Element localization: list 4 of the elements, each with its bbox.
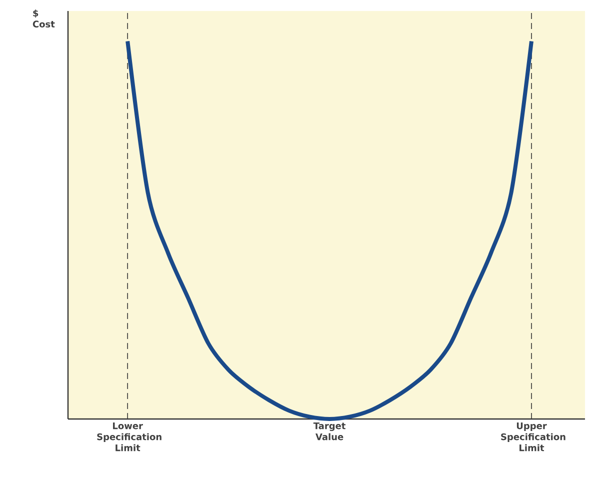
x-tick-label: Lower Specification Limit	[97, 422, 162, 452]
y-axis-title: $ Cost	[32, 10, 55, 28]
x-tick-label: Target Value	[313, 422, 346, 440]
x-tick-label: Upper Specification Limit	[501, 422, 566, 452]
